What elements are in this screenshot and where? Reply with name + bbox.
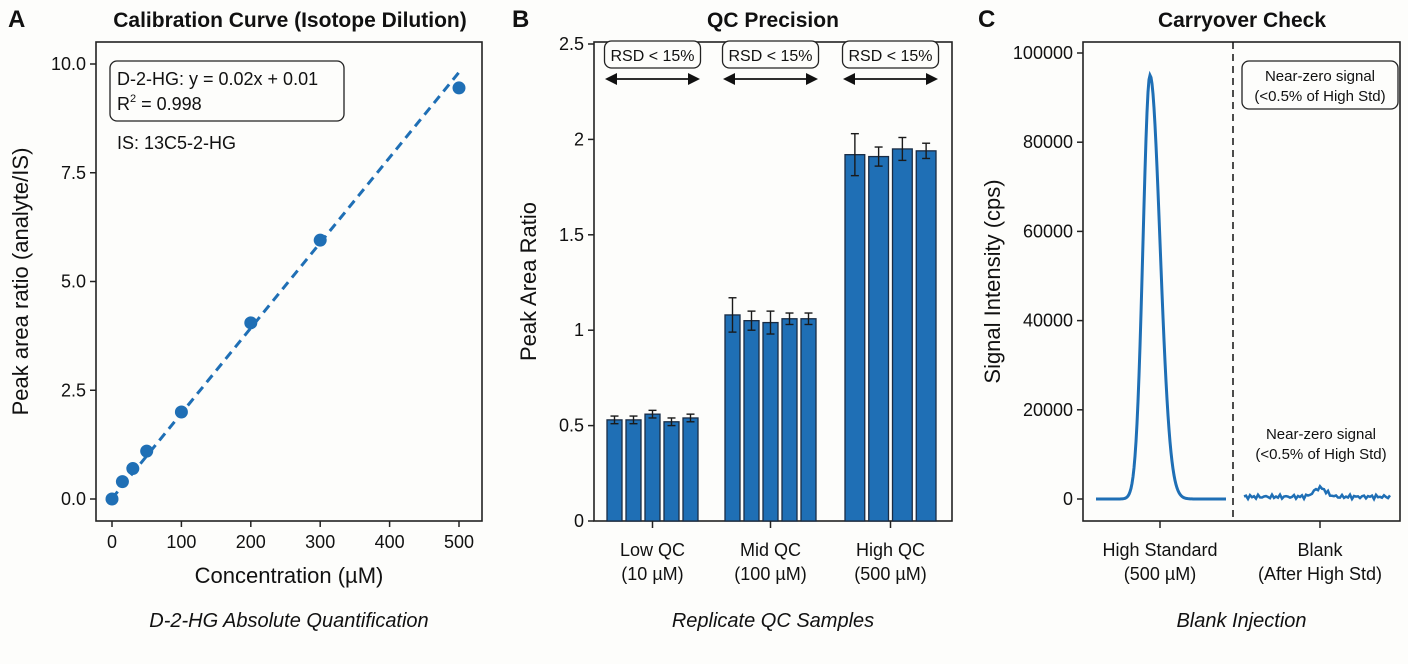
bar xyxy=(891,148,913,522)
group-label: High QC xyxy=(856,540,925,560)
bar xyxy=(625,419,642,522)
x-tick-label: 200 xyxy=(236,532,266,552)
annotation-text: (<0.5% of High Std) xyxy=(1255,446,1386,463)
data-point xyxy=(140,444,154,458)
annotation-box xyxy=(1241,60,1399,110)
x-tick-label: 100 xyxy=(166,532,196,552)
panel-a-calibration: 0 100 200 300 400 500 0.0 2.5 5.0 7.5 10.0 D-2-HG: … xyxy=(8,6,483,632)
data-point xyxy=(313,233,327,247)
chart-title: Calibration Curve (Isotope Dilution) xyxy=(113,9,467,32)
panel-b-qc-precision: 0 0.5 1 1.5 2 2.5 Low QC (10 µM) RSD < 15% Mid QC… xyxy=(512,6,953,632)
bar xyxy=(868,155,890,522)
data-point xyxy=(126,462,140,476)
y-tick-label: 2 xyxy=(574,129,584,149)
x-axis-label: Concentration (µM) xyxy=(195,563,384,588)
y-tick-label: 2.5 xyxy=(559,34,584,54)
group-sublabel: (100 µM) xyxy=(734,564,806,584)
high-standard-trace xyxy=(1096,70,1226,501)
bar xyxy=(844,154,866,522)
y-tick-label: 60000 xyxy=(1023,221,1073,241)
r2-prefix: R xyxy=(117,94,130,114)
data-point xyxy=(244,316,258,330)
r2-value: = 0.998 xyxy=(136,94,202,114)
segment-sublabel: (After High Std) xyxy=(1258,564,1382,584)
group-sublabel: (500 µM) xyxy=(854,564,926,584)
bar xyxy=(762,321,779,522)
data-point xyxy=(105,492,119,506)
bar xyxy=(682,417,699,522)
caption: Blank Injection xyxy=(1176,610,1306,632)
fit-line xyxy=(110,71,461,500)
y-tick-label: 0 xyxy=(574,511,584,531)
rsd-box xyxy=(841,40,940,69)
y-axis-label: Signal Intensity (cps) xyxy=(980,179,1005,383)
x-tick-label: 500 xyxy=(444,532,474,552)
panel-label: A xyxy=(8,6,25,33)
panel-label: B xyxy=(512,6,529,33)
segment-label: High Standard xyxy=(1102,540,1217,560)
bar xyxy=(663,421,680,522)
data-point xyxy=(452,81,466,95)
bar xyxy=(743,320,760,522)
y-tick-label: 5.0 xyxy=(61,272,86,292)
internal-standard-label: IS: 13C5-2-HG xyxy=(117,133,236,153)
bar xyxy=(800,318,817,522)
caption: D-2-HG Absolute Quantification xyxy=(149,610,428,632)
annotation-text: Near-zero signal xyxy=(1265,68,1375,85)
group-sublabel: (10 µM) xyxy=(621,564,683,584)
bar xyxy=(781,318,798,522)
rsd-label: RSD < 15% xyxy=(848,48,932,65)
equation-text: D-2-HG: y = 0.02x + 0.01 xyxy=(117,69,318,89)
x-tick-label: 300 xyxy=(305,532,335,552)
panel-c-carryover: 0 20000 40000 60000 80000 100000 High Standard… xyxy=(978,6,1401,632)
rsd-box xyxy=(721,40,820,69)
y-tick-label: 0.0 xyxy=(61,489,86,509)
y-tick-label: 40000 xyxy=(1023,311,1073,331)
y-axis-label: Peak Area Ratio xyxy=(516,202,541,361)
x-tick-label: 400 xyxy=(375,532,405,552)
annotation-text: (<0.5% of High Std) xyxy=(1254,88,1385,105)
bar xyxy=(724,314,741,522)
y-tick-label: 0.5 xyxy=(559,416,584,436)
group-label: Low QC xyxy=(620,540,685,560)
bar xyxy=(644,413,661,522)
r2-superscript: 2 xyxy=(130,93,136,105)
y-tick-label: 20000 xyxy=(1023,400,1073,420)
rsd-label: RSD < 15% xyxy=(728,48,812,65)
annotation-text: Near-zero signal xyxy=(1266,426,1376,443)
bar xyxy=(915,150,937,522)
r-squared-text: R2 = 0.998 xyxy=(117,93,202,114)
rsd-label: RSD < 15% xyxy=(610,48,694,65)
panel-label: C xyxy=(978,6,995,33)
blank-trace xyxy=(1243,484,1392,502)
y-tick-label: 2.5 xyxy=(61,380,86,400)
y-tick-label: 10.0 xyxy=(51,54,86,74)
y-tick-label: 1.5 xyxy=(559,225,584,245)
rsd-box xyxy=(603,40,702,69)
chart-title: Carryover Check xyxy=(1158,9,1326,32)
bar xyxy=(606,419,623,522)
segment-label: Blank xyxy=(1297,540,1343,560)
data-point xyxy=(115,475,129,489)
data-point xyxy=(174,405,188,419)
equation-box xyxy=(109,60,345,122)
segment-sublabel: (500 µM) xyxy=(1124,564,1196,584)
y-tick-label: 80000 xyxy=(1023,132,1073,152)
y-tick-label: 100000 xyxy=(1013,43,1073,63)
axes-frame xyxy=(1082,41,1401,522)
chart-title: QC Precision xyxy=(707,9,839,32)
y-tick-label: 0 xyxy=(1063,489,1073,509)
y-tick-label: 7.5 xyxy=(61,163,86,183)
group-label: Mid QC xyxy=(740,540,801,560)
x-tick-label: 0 xyxy=(107,532,117,552)
caption: Replicate QC Samples xyxy=(672,610,874,632)
y-tick-label: 1 xyxy=(574,320,584,340)
y-axis-label: Peak area ratio (analyte/IS) xyxy=(8,148,33,416)
